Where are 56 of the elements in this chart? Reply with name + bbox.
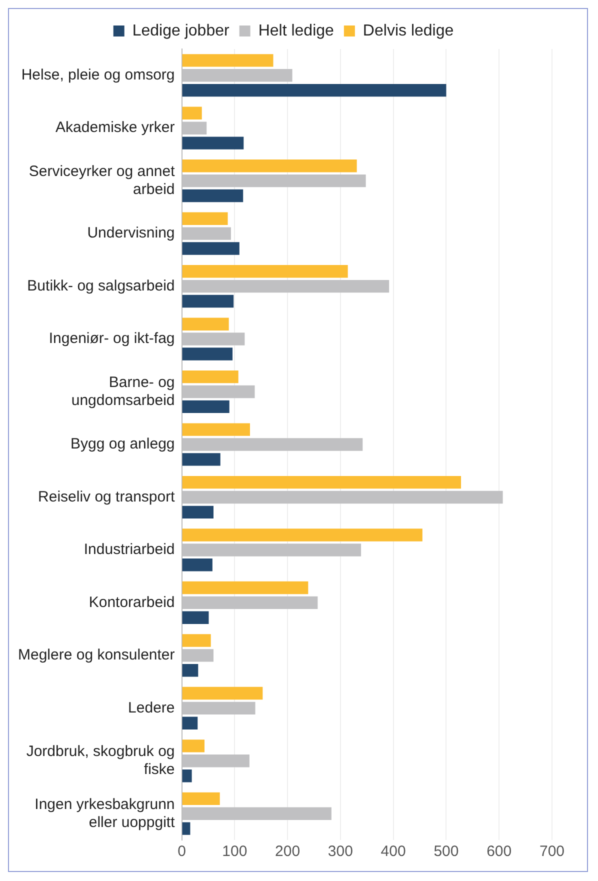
bar: [182, 160, 357, 172]
bar: [182, 792, 220, 806]
bar: [182, 370, 238, 384]
x-tick-label: 700: [539, 843, 565, 860]
bar: [182, 84, 446, 97]
y-tick-label: Bygg og anlegg: [70, 436, 175, 453]
bar: [182, 769, 192, 782]
bar: [182, 212, 228, 225]
bar: [182, 423, 250, 436]
bar: [182, 664, 198, 677]
x-tick-label: 200: [275, 843, 300, 860]
bar: [182, 294, 234, 308]
y-tick-label: Industriarbeid: [84, 541, 175, 558]
y-tick-label: Meglere og konsulenter: [18, 646, 175, 664]
bar: [182, 476, 462, 489]
x-tick-label: 300: [328, 843, 353, 860]
bar: [182, 136, 244, 150]
bar: [182, 189, 244, 202]
bar: [182, 634, 211, 647]
y-tick-label: Barne- og ungdomsarbeid: [71, 374, 175, 409]
bar: [182, 265, 348, 278]
y-tick-label: Serviceyrker og annet arbeid: [28, 162, 176, 198]
bar: [182, 54, 274, 67]
bar: [182, 686, 263, 700]
bar: [182, 558, 212, 572]
bar: [182, 242, 240, 255]
x-tick-label: 0: [178, 843, 186, 860]
y-tick-label: Helse, pleie og omsorg: [21, 66, 175, 84]
bar: [182, 400, 230, 414]
x-tick-label: 100: [222, 843, 248, 860]
y-tick-label: Reiseliv og transport: [38, 488, 176, 506]
bar: [182, 106, 202, 120]
y-tick-label: Undervisning: [87, 224, 175, 242]
y-tick-label: Akademiske yrker: [56, 119, 175, 136]
bar: [182, 822, 190, 835]
x-tick-label: 400: [380, 843, 406, 860]
bar: [182, 453, 220, 466]
bar: [182, 716, 198, 730]
bar: [182, 740, 205, 752]
bar: [182, 348, 233, 360]
bar: [182, 528, 422, 542]
y-tick-label: Butikk- og salgsarbeid: [27, 277, 175, 294]
bar: [182, 581, 308, 594]
legend-label: Helt ledige: [258, 22, 334, 40]
y-tick-label: Kontorarbeid: [88, 594, 175, 611]
legend-label: Ledige jobber: [132, 22, 230, 40]
bar: [182, 506, 214, 519]
bar: [182, 318, 229, 330]
y-tick-label: Ingen yrkesbakgrunn eller uoppgitt: [34, 796, 176, 831]
legend-label: Delvis ledige: [362, 22, 454, 40]
x-tick-label: 500: [434, 843, 459, 860]
y-tick-label: Jordbruk, skogbruk og fiske: [26, 743, 175, 778]
y-tick-label: Ledere: [128, 699, 175, 716]
x-tick-label: 600: [486, 843, 512, 860]
bar: [182, 611, 209, 624]
y-tick-label: Ingeniør- og ikt-fag: [48, 330, 175, 348]
